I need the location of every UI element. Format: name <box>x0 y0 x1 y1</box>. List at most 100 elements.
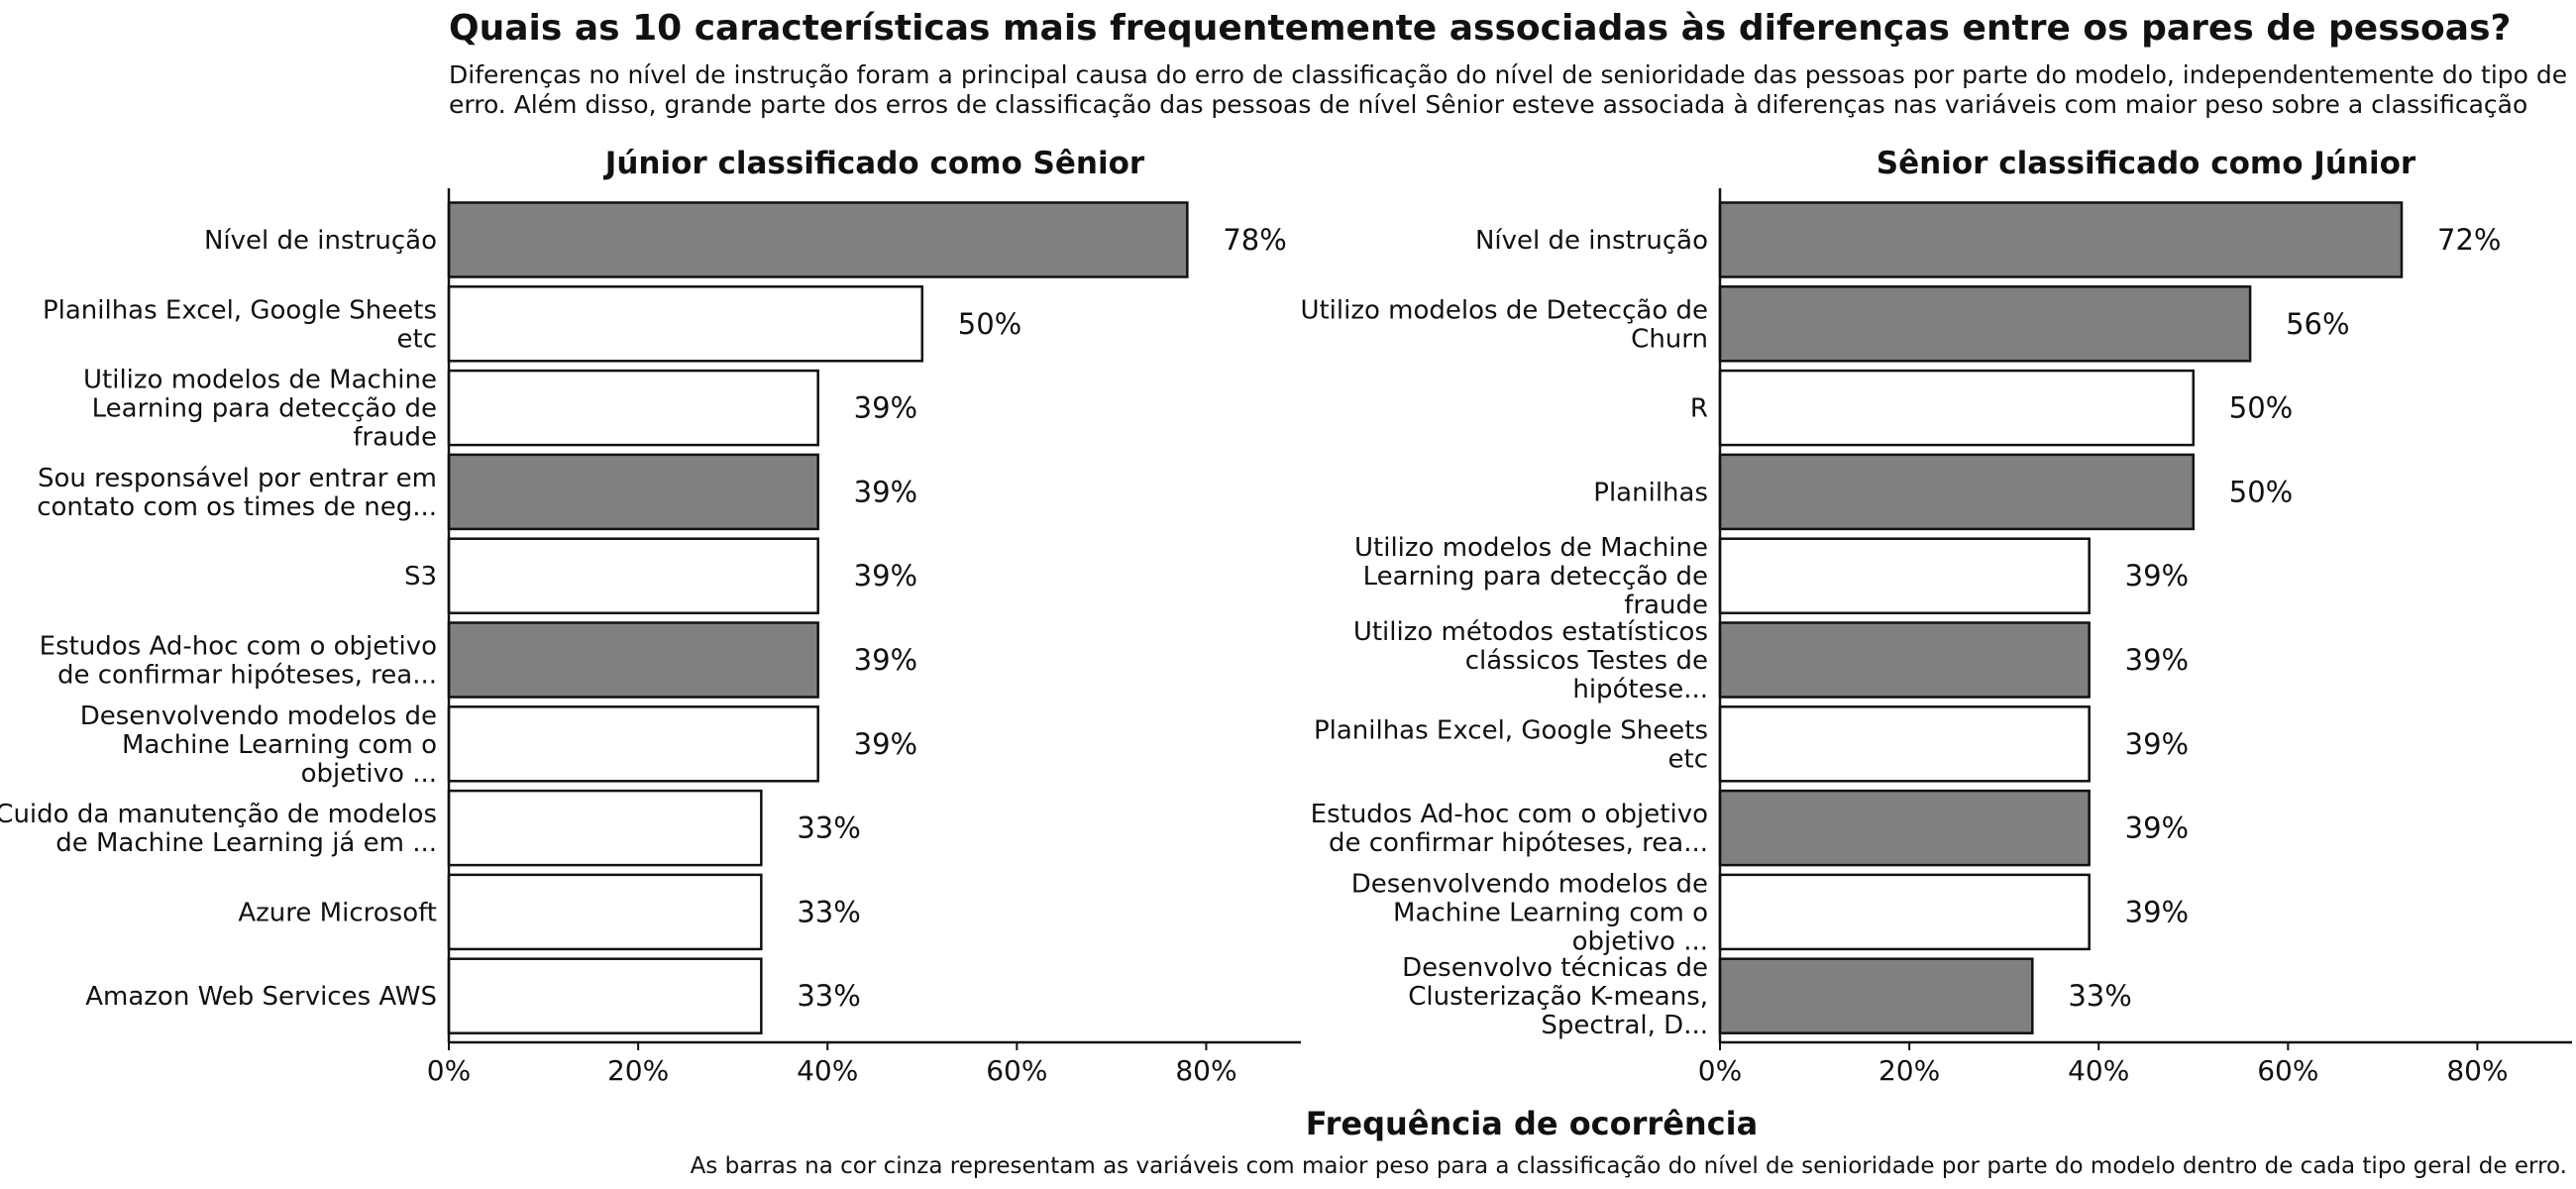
category-label-line: Amazon Web Services AWS <box>85 982 437 1012</box>
category-label-line: de confirmar hipóteses, rea... <box>1329 828 1708 858</box>
x-tick-label: 20% <box>1878 1054 1940 1087</box>
category-label-line: Spectral, D... <box>1541 1011 1708 1040</box>
category-label-line: Machine Learning com o <box>1393 898 1708 927</box>
bar <box>447 369 819 447</box>
x-tick-label: 60% <box>2257 1054 2318 1087</box>
chart-panels: Júnior classificado como Sênior 78% Nível … <box>0 146 2572 1087</box>
category-label-line: Sou responsável por entrar em <box>38 464 437 493</box>
bar <box>447 537 819 614</box>
category-label-line: fraude <box>353 423 437 453</box>
value-label: 39% <box>854 391 917 425</box>
category-label: Planilhas Excel, Google Sheets etc <box>43 295 437 354</box>
value-label: 39% <box>2125 727 2189 761</box>
bar <box>1718 453 2196 531</box>
value-label: 39% <box>854 727 917 761</box>
x-tick-label: 0% <box>427 1054 471 1087</box>
category-label-line: Utilizo métodos estatísticos <box>1353 617 1708 647</box>
category-label-line: etc <box>1668 744 1709 774</box>
value-label: 50% <box>2229 391 2293 425</box>
bar <box>1718 201 2404 278</box>
category-label-line: Nível de instrução <box>1475 226 1708 256</box>
category-label: Estudos Ad-hoc com o objetivo de confirma… <box>40 632 437 691</box>
value-label: 33% <box>797 895 860 928</box>
value-label: 33% <box>2068 979 2131 1013</box>
value-label: 39% <box>2125 811 2189 845</box>
category-label-line: Nível de instrução <box>204 226 437 256</box>
category-label-line: de Machine Learning já em ... <box>55 828 437 858</box>
panel-2: Sênior classificado como Júnior 72% Nível … <box>1300 146 2572 1087</box>
panel-1: Júnior classificado como Sênior 78% Nível … <box>0 146 1301 1087</box>
bar <box>447 705 819 783</box>
category-label-line: clássicos Testes de <box>1465 646 1708 676</box>
bar <box>1718 369 2196 447</box>
category-label-line: Planilhas <box>1593 478 1708 507</box>
x-tick-label: 80% <box>2446 1054 2508 1087</box>
category-label-line: Desenvolvendo modelos de <box>80 702 437 731</box>
category-label-line: hipótese... <box>1572 675 1708 704</box>
category-label-line: R <box>1690 394 1708 424</box>
category-label-line: objetivo ... <box>301 759 437 789</box>
category-label: Planilhas Excel, Google Sheets etc <box>1314 715 1708 774</box>
category-label: R <box>1690 394 1708 424</box>
value-label: 50% <box>2229 475 2293 508</box>
category-label-line: Utilizo modelos de Machine <box>1354 533 1708 563</box>
value-label: 56% <box>2286 307 2349 341</box>
category-label-line: fraude <box>1624 591 1708 620</box>
panel-title: Júnior classificado como Sênior <box>603 146 1145 181</box>
category-label: Desenvolvo técnicas de Clusterização K-me… <box>1402 953 1708 1040</box>
category-label-line: Estudos Ad-hoc com o objetivo <box>40 632 437 662</box>
category-label-line: Desenvolvo técnicas de <box>1402 953 1708 983</box>
category-label-line: de confirmar hipóteses, rea... <box>57 661 437 691</box>
value-label: 39% <box>854 475 917 508</box>
bar <box>1718 285 2252 363</box>
value-label: 50% <box>958 307 1021 341</box>
bar <box>1718 873 2091 951</box>
category-label-line: Machine Learning com o <box>122 730 437 760</box>
x-tick-label: 20% <box>607 1054 669 1087</box>
category-label: Nível de instrução <box>204 226 437 256</box>
category-label-line: Cuido da manutenção de modelos <box>0 800 437 829</box>
x-tick-label: 60% <box>986 1054 1047 1087</box>
bar <box>447 285 924 363</box>
category-label: Nível de instrução <box>1475 226 1708 256</box>
bar <box>447 621 819 699</box>
bar <box>1718 705 2091 783</box>
category-label-line: Utilizo modelos de Machine <box>83 366 437 395</box>
value-label: 72% <box>2437 223 2501 257</box>
category-label: Utilizo modelos de Detecção de Churn <box>1300 295 1708 354</box>
category-label: Desenvolvendo modelos de Machine Learning… <box>80 702 437 789</box>
value-label: 39% <box>2125 895 2189 928</box>
category-label-line: Planilhas Excel, Google Sheets <box>43 295 437 325</box>
category-label-line: Churn <box>1631 324 1708 354</box>
value-label: 39% <box>854 559 917 593</box>
bar <box>1718 537 2091 614</box>
category-label: Utilizo modelos de Machine Learning para … <box>83 366 437 453</box>
x-tick-label: 80% <box>1175 1054 1236 1087</box>
category-label: Planilhas <box>1593 478 1708 507</box>
category-label: Sou responsável por entrar em contato com… <box>37 464 437 522</box>
category-label: Azure Microsoft <box>238 898 437 927</box>
bar <box>447 201 1189 278</box>
bar <box>1718 621 2091 699</box>
category-label-line: Azure Microsoft <box>238 898 437 927</box>
category-label-line: Clusterização K-means, <box>1408 982 1708 1012</box>
category-label-line: S3 <box>404 562 437 592</box>
chart-subtitle-line-1: Diferenças no nível de instrução foram a… <box>449 60 2567 89</box>
category-label: Utilizo modelos de Machine Learning para … <box>1354 533 1708 620</box>
value-label: 33% <box>797 979 860 1013</box>
bar <box>447 789 763 867</box>
category-label: Estudos Ad-hoc com o objetivo de confirma… <box>1311 800 1708 858</box>
category-label-line: Utilizo modelos de Detecção de <box>1300 295 1708 325</box>
bar <box>447 957 763 1034</box>
category-label: Utilizo métodos estatísticos clássicos Te… <box>1353 617 1708 704</box>
category-label-line: Planilhas Excel, Google Sheets <box>1314 715 1708 745</box>
panel-title: Sênior classificado como Júnior <box>1877 146 2416 181</box>
category-label-line: etc <box>397 324 438 354</box>
bar <box>1718 957 2034 1034</box>
x-tick-label: 0% <box>1698 1054 1742 1087</box>
category-label-line: contato com os times de neg... <box>37 492 437 522</box>
category-label: Desenvolvendo modelos de Machine Learning… <box>1351 869 1708 956</box>
chart-subtitle-line-2: erro. Além disso, grande parte dos erros… <box>449 90 2527 119</box>
bar <box>447 873 763 951</box>
